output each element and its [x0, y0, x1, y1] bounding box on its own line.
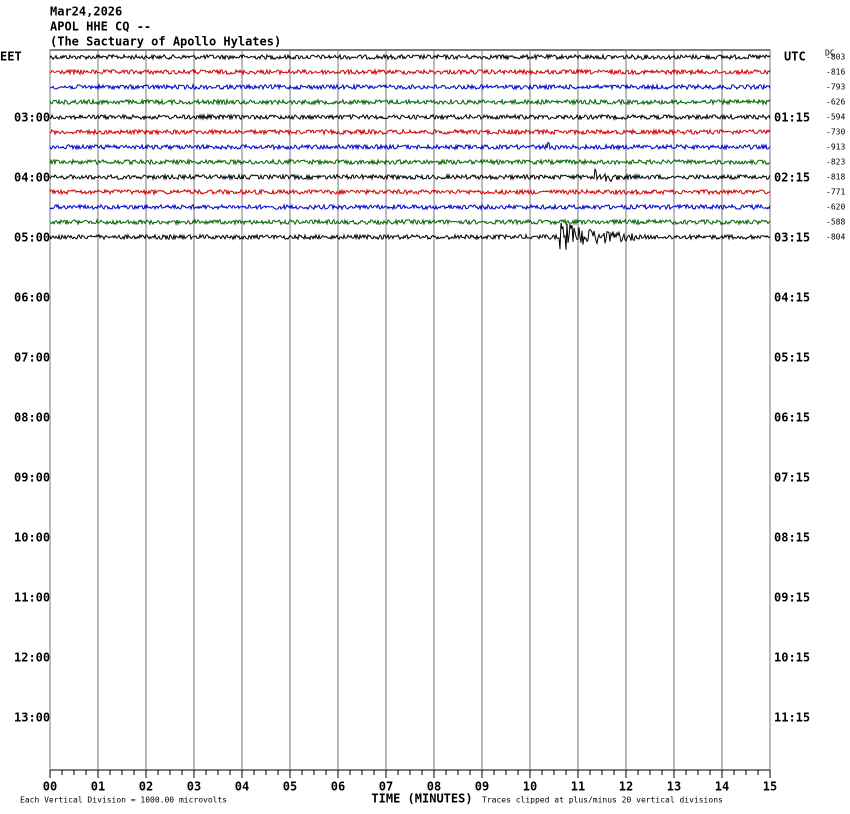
trace-offset: -620: [826, 203, 845, 212]
x-tick-label: 07: [379, 780, 393, 794]
x-tick-label: 05: [283, 780, 297, 794]
left-time-label: 08:00: [14, 411, 50, 425]
trace-offset: -804: [826, 233, 845, 242]
trace-offset: -803: [826, 53, 845, 62]
trace-offset: -823: [826, 158, 845, 167]
trace: [49, 141, 771, 152]
trace: [49, 168, 771, 183]
right-time-label: 01:15: [774, 111, 810, 125]
trace: [49, 53, 771, 61]
x-tick-label: 09: [475, 780, 489, 794]
right-time-label: 06:15: [774, 411, 810, 425]
x-tick-label: 01: [91, 780, 105, 794]
x-tick-label: 15: [763, 780, 777, 794]
left-time-label: 03:00: [14, 111, 50, 125]
x-axis-label: TIME (MINUTES): [371, 792, 472, 806]
x-tick-label: 06: [331, 780, 345, 794]
x-tick-label: 03: [187, 780, 201, 794]
trace-offset: -771: [826, 188, 845, 197]
x-tick-label: 14: [715, 780, 729, 794]
footer-left: Each Vertical Division = 1000.00 microvo…: [20, 796, 227, 805]
left-time-label: 11:00: [14, 591, 50, 605]
trace-offset: -626: [826, 98, 845, 107]
left-time-label: 10:00: [14, 531, 50, 545]
right-time-label: 04:15: [774, 291, 810, 305]
trace-offset: -793: [826, 83, 845, 92]
plot-frame: [49, 49, 771, 771]
x-tick-label: 12: [619, 780, 633, 794]
trace-offset: -594: [826, 113, 845, 122]
x-tick-label: 11: [571, 780, 585, 794]
trace-offset: -588: [826, 218, 845, 227]
left-time-label: 06:00: [14, 291, 50, 305]
trace: [49, 113, 771, 121]
title-line: (The Sactuary of Apollo Hylates): [50, 35, 281, 49]
trace-offset: -730: [826, 128, 845, 137]
trace-offset: -818: [826, 173, 845, 182]
x-tick-label: 02: [139, 780, 153, 794]
left-time-label: 13:00: [14, 711, 50, 725]
trace: [49, 82, 771, 91]
right-time-label: 09:15: [774, 591, 810, 605]
left-time-label: 05:00: [14, 231, 50, 245]
right-time-label: 02:15: [774, 171, 810, 185]
title-line: APOL HHE CQ --: [50, 20, 151, 34]
trace-offset: -816: [826, 68, 845, 77]
right-time-label: 05:15: [774, 351, 810, 365]
left-time-label: 07:00: [14, 351, 50, 365]
right-time-label: 11:15: [774, 711, 810, 725]
right-time-label: 10:15: [774, 651, 810, 665]
trace: [49, 222, 771, 250]
right-time-label: 08:15: [774, 531, 810, 545]
x-tick-label: 08: [427, 780, 441, 794]
footer-right: Traces clipped at plus/minus 20 vertical…: [482, 796, 723, 805]
x-tick-label: 00: [43, 780, 57, 794]
trace: [49, 203, 771, 211]
right-time-label: 07:15: [774, 471, 810, 485]
trace: [49, 67, 771, 77]
offset-header: DC: [825, 49, 835, 58]
right-time-label: 03:15: [774, 231, 810, 245]
left-axis-label: EET: [0, 50, 22, 64]
left-time-label: 04:00: [14, 171, 50, 185]
trace: [49, 157, 771, 167]
trace: [49, 188, 771, 197]
trace: [49, 218, 771, 227]
trace-offset: -913: [826, 143, 845, 152]
left-time-label: 09:00: [14, 471, 50, 485]
x-tick-label: 10: [523, 780, 537, 794]
left-time-label: 12:00: [14, 651, 50, 665]
right-axis-label: UTC: [784, 50, 806, 64]
x-tick-label: 04: [235, 780, 249, 794]
title-line: Mar24,2026: [50, 5, 122, 19]
x-tick-label: 13: [667, 780, 681, 794]
trace: [49, 97, 771, 107]
trace: [49, 128, 771, 137]
